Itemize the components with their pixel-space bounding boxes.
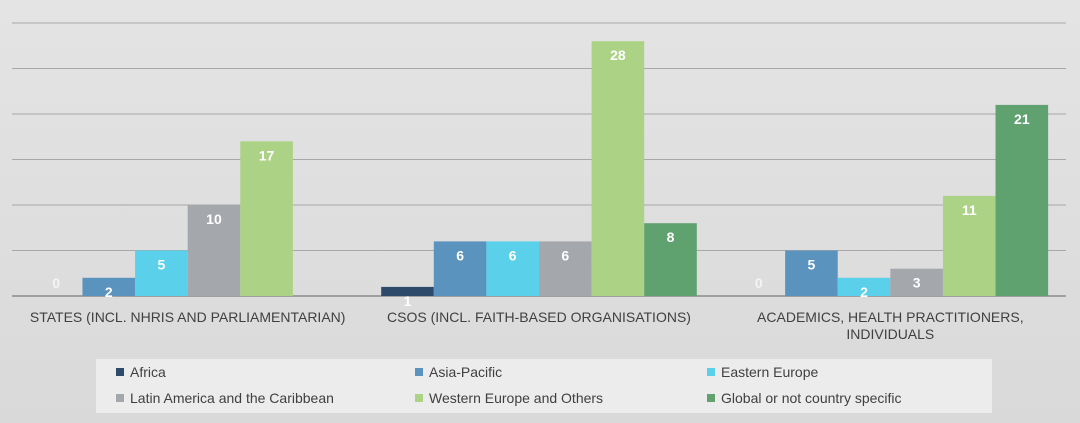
legend-swatch [707,394,715,402]
data-label: 6 [456,247,464,263]
category-label: INDIVIDUALS [846,326,934,342]
data-label: 28 [610,47,626,63]
legend-label: Africa [130,364,166,380]
data-label: 0 [755,275,763,291]
bar [82,277,136,296]
legend-entry: Asia-Pacific [415,364,502,380]
data-label: 5 [808,257,816,273]
bar [433,241,487,296]
data-label: 8 [667,229,675,245]
bar [381,286,434,296]
legend-label: Asia-Pacific [429,364,503,380]
data-labels: 0 2 5 10 17 1 6 6 6 28 8 0 5 2 3 11 21 [52,47,1030,309]
legend-label: Eastern Europe [721,364,819,380]
bar [837,277,891,296]
data-label: 6 [561,247,569,263]
data-label: 21 [1014,111,1030,127]
data-label: 10 [206,211,222,227]
legend-swatch [415,394,423,402]
legend: Africa Asia-Pacific Eastern Europe Latin Am… [96,359,992,413]
data-label: 5 [157,257,165,273]
bar [591,41,645,297]
bar [539,241,592,296]
legend-entry: Latin America and the Caribbean [116,390,334,406]
data-label: 3 [913,275,921,291]
bar [644,223,697,296]
data-label: 1 [404,293,412,309]
bar [135,250,188,296]
legend-label: Western Europe and Others [429,390,604,406]
category-labels: STATES (INCL. NHRIS AND PARLIAMENTARIAN)… [30,309,1024,342]
legend-entry: Global or not country specific [707,390,902,406]
category-label: STATES (INCL. NHRIS AND PARLIAMENTARIAN) [30,309,346,325]
legend-swatch [116,368,124,376]
bar [995,104,1049,297]
data-label: 17 [259,147,275,163]
legend-entry: Eastern Europe [707,364,818,380]
data-label: 2 [105,284,113,300]
bar [890,268,943,296]
bar [486,241,539,296]
legend-swatch [707,368,715,376]
legend-label: Latin America and the Caribbean [130,390,334,406]
category-label: ACADEMICS, HEALTH PRACTITIONERS, [757,309,1024,325]
data-label: 0 [52,275,60,291]
legend-entry: Africa [116,364,166,380]
data-label: 6 [509,247,517,263]
bar [187,205,241,296]
category-label: CSOS (INCL. FAITH-BASED ORGANISATIONS) [387,309,691,325]
bar [785,250,838,296]
bar [942,195,996,296]
data-label: 11 [962,202,977,218]
legend-label: Global or not country specific [721,390,902,406]
legend-entry: Western Europe and Others [415,390,603,406]
data-label: 2 [860,284,868,300]
bar [240,141,293,296]
bars [82,41,1049,297]
legend-swatch [415,368,423,376]
legend-swatch [116,394,124,402]
